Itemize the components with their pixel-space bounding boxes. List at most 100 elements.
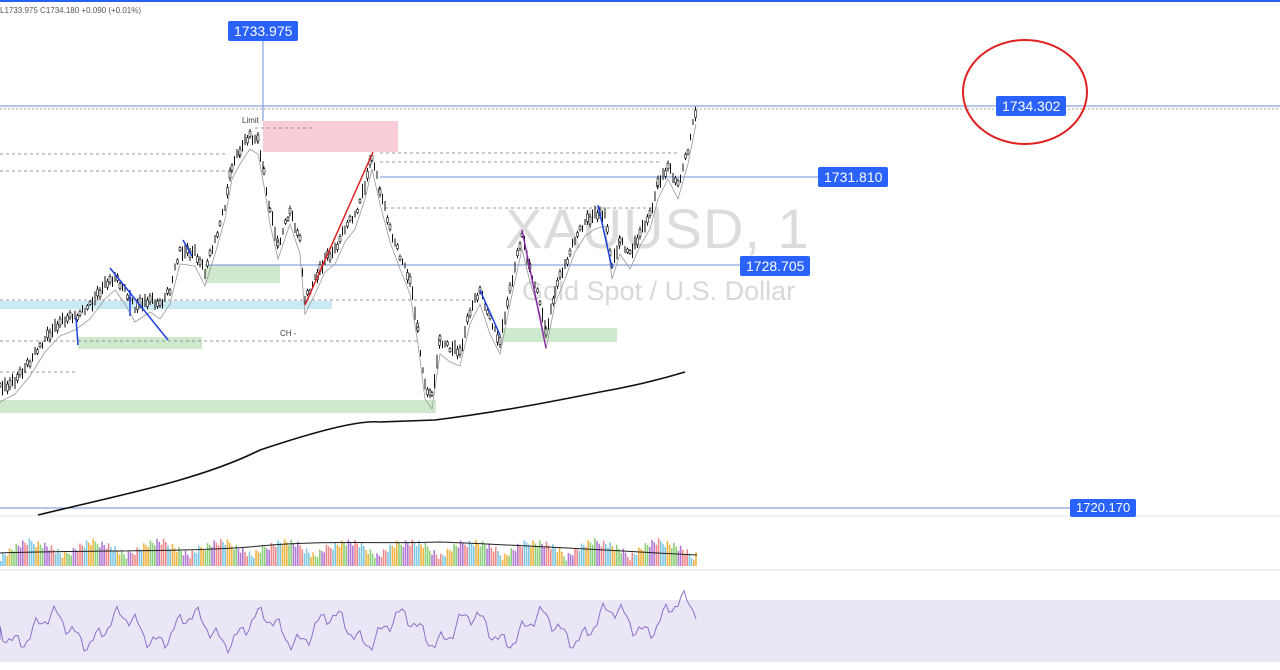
candle-body xyxy=(587,214,589,221)
volume-bar xyxy=(689,554,691,566)
volume-bar xyxy=(605,544,607,566)
volume-bar xyxy=(497,551,499,566)
high-price-label[interactable]: 1733.975 xyxy=(228,21,298,41)
candle-body xyxy=(431,393,433,396)
volume-bar xyxy=(429,551,431,566)
candle-body xyxy=(27,360,29,365)
volume-bar xyxy=(673,543,675,566)
levels-layer xyxy=(0,41,1280,508)
volume-bar xyxy=(411,540,413,566)
volume-bar xyxy=(458,548,460,566)
candle-body xyxy=(553,298,555,303)
overlays-layer xyxy=(0,40,1087,515)
volume-bar xyxy=(548,545,550,566)
swing-line-blue xyxy=(76,318,78,345)
level-label-1731[interactable]: 1731.810 xyxy=(818,167,888,187)
volume-bar xyxy=(4,555,6,566)
volume-bar xyxy=(583,545,585,566)
volume-bar xyxy=(656,545,658,566)
candle-body xyxy=(407,273,409,280)
volume-bar xyxy=(42,548,44,566)
level-label-1720[interactable]: 1720.170 xyxy=(1070,499,1136,517)
volume-bar xyxy=(117,550,119,566)
volume-bar xyxy=(695,552,697,566)
level-label-1728[interactable]: 1728.705 xyxy=(740,256,810,276)
candle-body xyxy=(149,296,151,302)
volume-bar xyxy=(572,556,574,566)
volume-bar xyxy=(227,539,229,566)
volume-bar xyxy=(37,541,39,566)
volume-bar xyxy=(491,547,493,566)
volume-bar xyxy=(671,548,673,566)
volume-bar xyxy=(570,554,572,566)
volume-bar xyxy=(323,552,325,566)
volume-bar xyxy=(154,545,156,566)
volume-bar xyxy=(462,542,464,566)
candle-body xyxy=(597,213,599,219)
volume-bar xyxy=(645,543,647,566)
candle-body xyxy=(457,349,459,356)
volume-bar xyxy=(11,550,13,566)
volume-bar xyxy=(409,546,411,566)
volume-bar xyxy=(158,542,160,566)
candle-body xyxy=(695,110,697,117)
volume-bar xyxy=(618,549,620,566)
candle-body xyxy=(0,384,1,387)
volume-bar xyxy=(231,546,233,566)
volume-bar xyxy=(453,544,455,566)
volume-bar xyxy=(134,555,136,566)
candle-body xyxy=(409,277,411,284)
volume-bar xyxy=(629,560,631,566)
volume-bar xyxy=(189,558,191,566)
volume-bar xyxy=(444,556,446,566)
volume-bar xyxy=(431,555,433,566)
volume-bar xyxy=(385,551,387,566)
volume-bar xyxy=(609,542,611,566)
volume-bar xyxy=(394,548,396,566)
candle-body xyxy=(379,189,381,195)
candle-body xyxy=(57,324,59,330)
volume-bar xyxy=(123,554,125,566)
volume-bar xyxy=(209,545,211,566)
candle-body xyxy=(399,256,401,260)
volume-bar xyxy=(473,546,475,566)
candle-body xyxy=(169,290,171,294)
demand-zone xyxy=(0,400,436,413)
volume-bar xyxy=(519,545,521,566)
candle-body xyxy=(687,150,689,154)
current-price-label[interactable]: 1734.302 xyxy=(996,96,1066,116)
volume-bar xyxy=(447,549,449,566)
volume-bar xyxy=(44,543,46,566)
volume-bar xyxy=(301,549,303,566)
candle-body xyxy=(627,249,629,252)
candle-body xyxy=(589,217,591,224)
volume-bar xyxy=(306,549,308,566)
volume-bar xyxy=(312,552,314,566)
volume-bar xyxy=(334,543,336,566)
volume-bar xyxy=(508,556,510,566)
volume-bar xyxy=(359,547,361,566)
volume-bar xyxy=(152,543,154,566)
volume-bar xyxy=(73,548,75,566)
volume-bar xyxy=(196,553,198,566)
candle-body xyxy=(247,138,249,143)
candle-body xyxy=(167,289,169,293)
volume-bar xyxy=(22,541,24,566)
volume-bar xyxy=(345,546,347,566)
volume-bar xyxy=(266,548,268,566)
volume-bar xyxy=(163,539,165,566)
volume-bar xyxy=(150,540,152,566)
candle-body xyxy=(447,342,449,345)
volume-bar xyxy=(244,552,246,566)
volume-bar xyxy=(554,548,556,566)
volume-bar xyxy=(416,546,418,566)
demand-zone xyxy=(78,337,202,349)
candle-body xyxy=(577,233,579,237)
candle-body xyxy=(477,295,479,300)
candle-body xyxy=(299,236,301,241)
volume-bar xyxy=(686,549,688,566)
volume-bar xyxy=(59,553,61,566)
volume-bar xyxy=(332,550,334,566)
volume-bar xyxy=(469,541,471,566)
